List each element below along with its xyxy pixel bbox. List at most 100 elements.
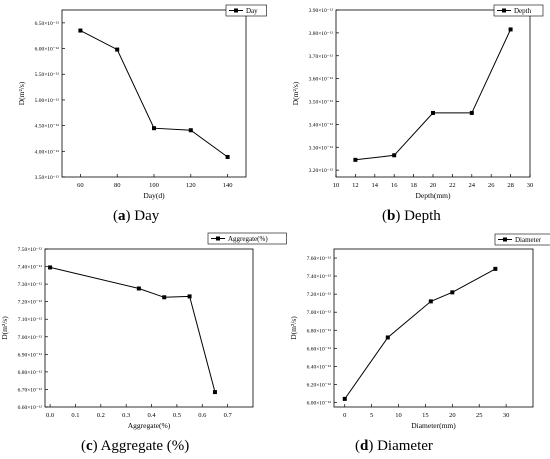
x-axis-title: Diameter(mm): [411, 421, 456, 430]
x-tick-label: 5: [370, 412, 373, 419]
data-point: [225, 154, 230, 159]
legend: Day: [225, 4, 267, 17]
data-point: [136, 286, 141, 291]
chart-panel-3: 6.00×10⁻¹² 6.20×10⁻¹² 6.40×10⁻¹² 6.60×10⁻¹²…: [289, 233, 550, 430]
x-tick-label: 25: [476, 412, 483, 419]
data-point: [48, 265, 53, 270]
legend: Depth: [493, 4, 544, 17]
y-tick-label: 7.60×10⁻¹²: [307, 256, 332, 262]
series-line: [355, 29, 512, 161]
y-tick-label: 6.60×10⁻¹²: [307, 346, 332, 352]
data-point: [469, 110, 474, 115]
x-tick-label: 0: [343, 412, 346, 419]
caption-a: (a) Day: [113, 208, 160, 224]
chart-panel-2: 6.60×10⁻¹² 6.70×10⁻¹² 6.80×10⁻¹² 6.90×10⁻¹²…: [0, 232, 287, 430]
x-tick-label: 20: [430, 182, 437, 189]
data-point: [212, 390, 217, 395]
legend-marker: [216, 236, 220, 241]
caption-a-text: Day: [134, 208, 160, 224]
y-tick-label: 6.20×10⁻¹²: [307, 382, 332, 388]
legend-label: Aggregate(%): [228, 235, 268, 243]
y-tick-label: 4.00×10⁻¹²: [35, 149, 60, 155]
caption-c-letter: c: [86, 438, 93, 454]
x-tick-label: 0.2: [97, 412, 105, 419]
y-tick-label: 6.80×10⁻¹²: [307, 328, 332, 334]
x-tick-label: 30: [503, 412, 510, 419]
caption-d-letter: d: [360, 438, 369, 454]
x-tick-label: 16: [391, 182, 398, 189]
y-tick-label: 3.60×10⁻¹²: [309, 77, 334, 83]
y-tick-label: 3.30×10⁻¹²: [309, 145, 334, 151]
legend-box: [207, 232, 287, 245]
y-tick-label: 6.40×10⁻¹²: [307, 364, 332, 370]
caption-b-letter: b: [387, 208, 396, 224]
plot-frame: [335, 9, 531, 178]
data-point: [428, 299, 433, 304]
chart-panel-1: 3.20×10⁻¹² 3.30×10⁻¹² 3.40×10⁻¹² 3.50×10⁻¹²…: [291, 4, 544, 200]
x-tick-label: 0.4: [147, 412, 156, 419]
y-tick-label: 5.00×10⁻¹²: [35, 98, 60, 104]
y-axis-title: D(m²/s): [0, 316, 9, 340]
x-tick-label: 14: [372, 182, 379, 189]
y-tick-label: 6.80×10⁻¹²: [18, 370, 43, 376]
series-line: [80, 30, 228, 158]
legend: Aggregate(%): [207, 232, 287, 245]
y-tick-label: 3.70×10⁻¹²: [309, 54, 334, 60]
data-point: [162, 295, 167, 300]
data-point: [392, 153, 397, 158]
y-tick-label: 7.30×10⁻¹²: [18, 282, 43, 288]
caption-d-text: Diameter: [377, 438, 433, 454]
x-tick-label: 18: [410, 182, 417, 189]
caption-b-text: Depth: [404, 208, 441, 224]
data-point: [450, 290, 455, 295]
data-point: [431, 110, 435, 115]
x-tick-label: 12: [352, 182, 359, 189]
series-line: [344, 268, 496, 400]
y-tick-label: 6.90×10⁻¹²: [18, 352, 43, 358]
y-tick-label: 5.50×10⁻¹²: [35, 72, 60, 78]
y-tick-label: 3.90×10⁻¹²: [309, 8, 334, 14]
y-tick-label: 7.20×10⁻¹²: [307, 292, 332, 298]
y-tick-label: 6.50×10⁻¹²: [35, 21, 60, 27]
x-tick-label: 0.0: [46, 412, 54, 419]
legend-box: [494, 233, 550, 246]
data-point: [385, 335, 390, 340]
y-tick-label: 3.50×10⁻¹²: [35, 175, 60, 181]
x-tick-label: 0.1: [71, 412, 79, 419]
data-point: [508, 27, 513, 32]
x-tick-label: 10: [333, 182, 340, 189]
x-axis-title: Aggregate(%): [128, 421, 171, 430]
x-tick-label: 26: [488, 182, 495, 189]
x-tick-label: 30: [527, 182, 534, 189]
caption-c-text: Aggregate (%): [100, 438, 190, 454]
plot-frame: [333, 248, 534, 408]
y-axis-title: D(m²/s): [289, 316, 298, 340]
legend-label: Day: [246, 7, 258, 15]
y-tick-label: 4.50×10⁻¹²: [35, 124, 60, 130]
legend-marker: [234, 8, 238, 13]
caption-b: (b) Depth: [382, 208, 441, 224]
legend-box: [225, 4, 267, 17]
y-tick-label: 3.20×10⁻¹²: [309, 168, 334, 174]
y-tick-label: 6.60×10⁻¹²: [18, 405, 43, 411]
data-point: [353, 157, 358, 162]
legend-marker: [503, 237, 507, 242]
x-tick-label: 80: [114, 182, 121, 189]
x-tick-label: 20: [449, 412, 456, 419]
x-tick-label: 0.5: [173, 412, 181, 419]
x-tick-label: 0.6: [198, 412, 207, 419]
y-tick-label: 3.40×10⁻¹²: [309, 122, 334, 128]
data-point: [152, 126, 156, 131]
y-tick-label: 7.40×10⁻¹²: [307, 274, 332, 280]
x-tick-label: 0.7: [224, 412, 233, 419]
data-point: [115, 47, 120, 52]
plot-frame: [44, 248, 254, 408]
chart-panel-0: 3.50×10⁻¹² 4.00×10⁻¹² 4.50×10⁻¹² 5.00×10⁻¹²…: [17, 4, 267, 200]
y-tick-label: 7.10×10⁻¹²: [18, 317, 43, 323]
data-point: [188, 128, 193, 133]
y-tick-label: 3.80×10⁻¹²: [309, 31, 334, 37]
x-tick-label: 24: [469, 182, 476, 189]
legend-label: Diameter: [515, 236, 542, 244]
y-tick-label: 6.00×10⁻¹²: [307, 400, 332, 406]
